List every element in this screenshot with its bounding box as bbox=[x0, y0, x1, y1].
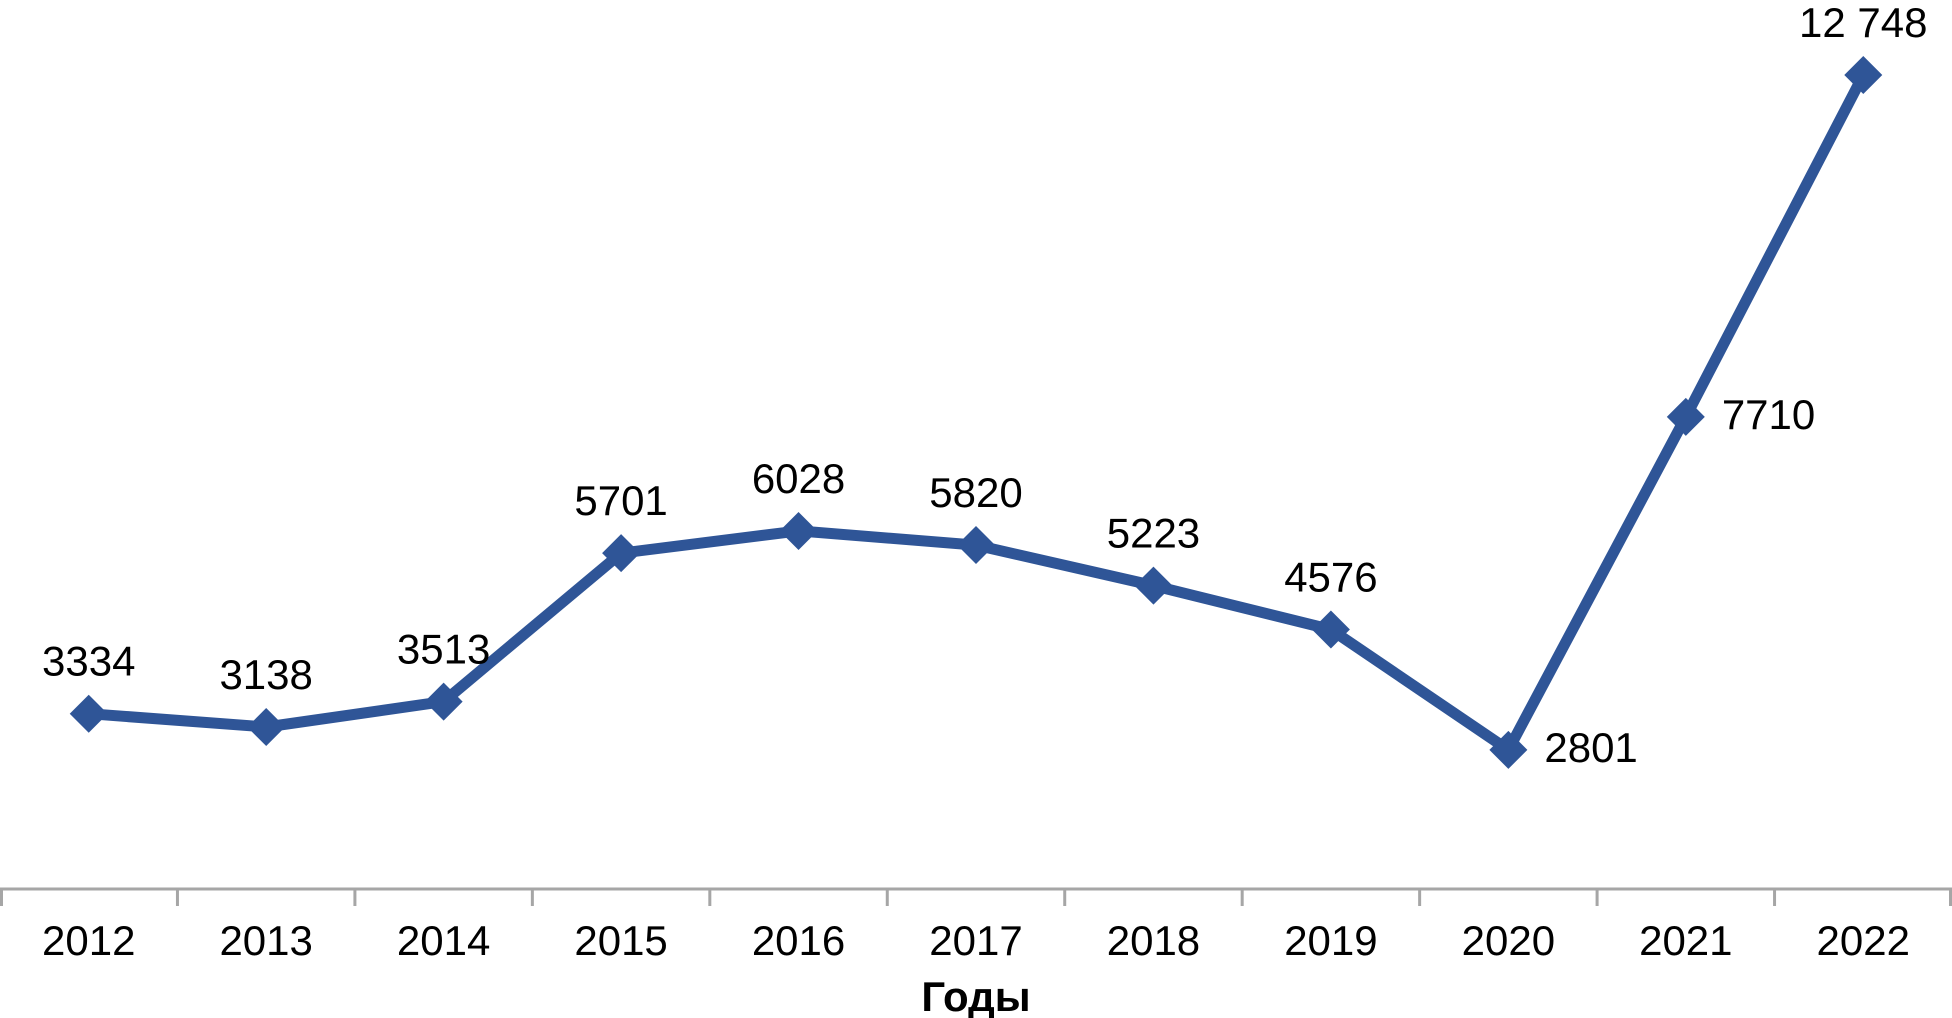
data-point-label: 5820 bbox=[929, 469, 1022, 516]
data-point-marker bbox=[69, 694, 108, 733]
data-point-marker bbox=[957, 526, 995, 565]
data-point-label: 5223 bbox=[1107, 510, 1200, 557]
x-axis-tick-label: 2022 bbox=[1817, 917, 1910, 964]
x-axis-title: Годы bbox=[921, 973, 1030, 1018]
data-point-marker bbox=[1844, 55, 1883, 94]
data-point-markers bbox=[69, 55, 1883, 769]
data-point-label: 3513 bbox=[397, 626, 490, 673]
series-line bbox=[83, 69, 1869, 756]
data-point-label: 3334 bbox=[42, 638, 135, 685]
data-point-label: 5701 bbox=[574, 477, 667, 524]
data-point-labels: 3334 3138 3513 5701 6028 5820 5223 4576 2801 7710… bbox=[42, 0, 1927, 771]
x-axis-tick-label: 2016 bbox=[752, 917, 845, 964]
data-point-marker bbox=[779, 511, 818, 550]
data-point-label: 12 748 bbox=[1799, 0, 1927, 46]
data-point-marker bbox=[1134, 566, 1173, 605]
data-point-marker bbox=[602, 534, 641, 573]
data-point-marker bbox=[247, 708, 286, 747]
data-point-label: 4576 bbox=[1284, 553, 1377, 600]
data-point-label: 2801 bbox=[1544, 724, 1637, 771]
x-axis-tick-label: 2021 bbox=[1639, 917, 1732, 964]
data-point-marker bbox=[424, 682, 463, 721]
data-point-label: 7710 bbox=[1722, 391, 1815, 438]
x-axis-tick-label: 2018 bbox=[1107, 917, 1200, 964]
x-axis-tick-label: 2012 bbox=[42, 917, 135, 964]
x-axis-tick-labels: 2012 2013 2014 2015 2016 2017 2018 2019 2020 2021… bbox=[42, 917, 1910, 964]
data-point-marker bbox=[1666, 397, 1705, 436]
data-point-marker bbox=[1489, 730, 1528, 769]
x-axis-tick-label: 2015 bbox=[574, 917, 667, 964]
data-point-label: 3138 bbox=[219, 651, 312, 698]
data-point-label: 6028 bbox=[752, 455, 845, 502]
series-line-group bbox=[83, 69, 1869, 756]
data-point-marker bbox=[1311, 610, 1350, 649]
x-axis-tick-label: 2013 bbox=[219, 917, 312, 964]
x-axis-tick-label: 2017 bbox=[929, 917, 1022, 964]
x-axis-tick-label: 2019 bbox=[1284, 917, 1377, 964]
x-axis bbox=[0, 887, 1952, 906]
x-axis-tick-label: 2020 bbox=[1462, 917, 1555, 964]
x-axis-tick-label: 2014 bbox=[397, 917, 490, 964]
